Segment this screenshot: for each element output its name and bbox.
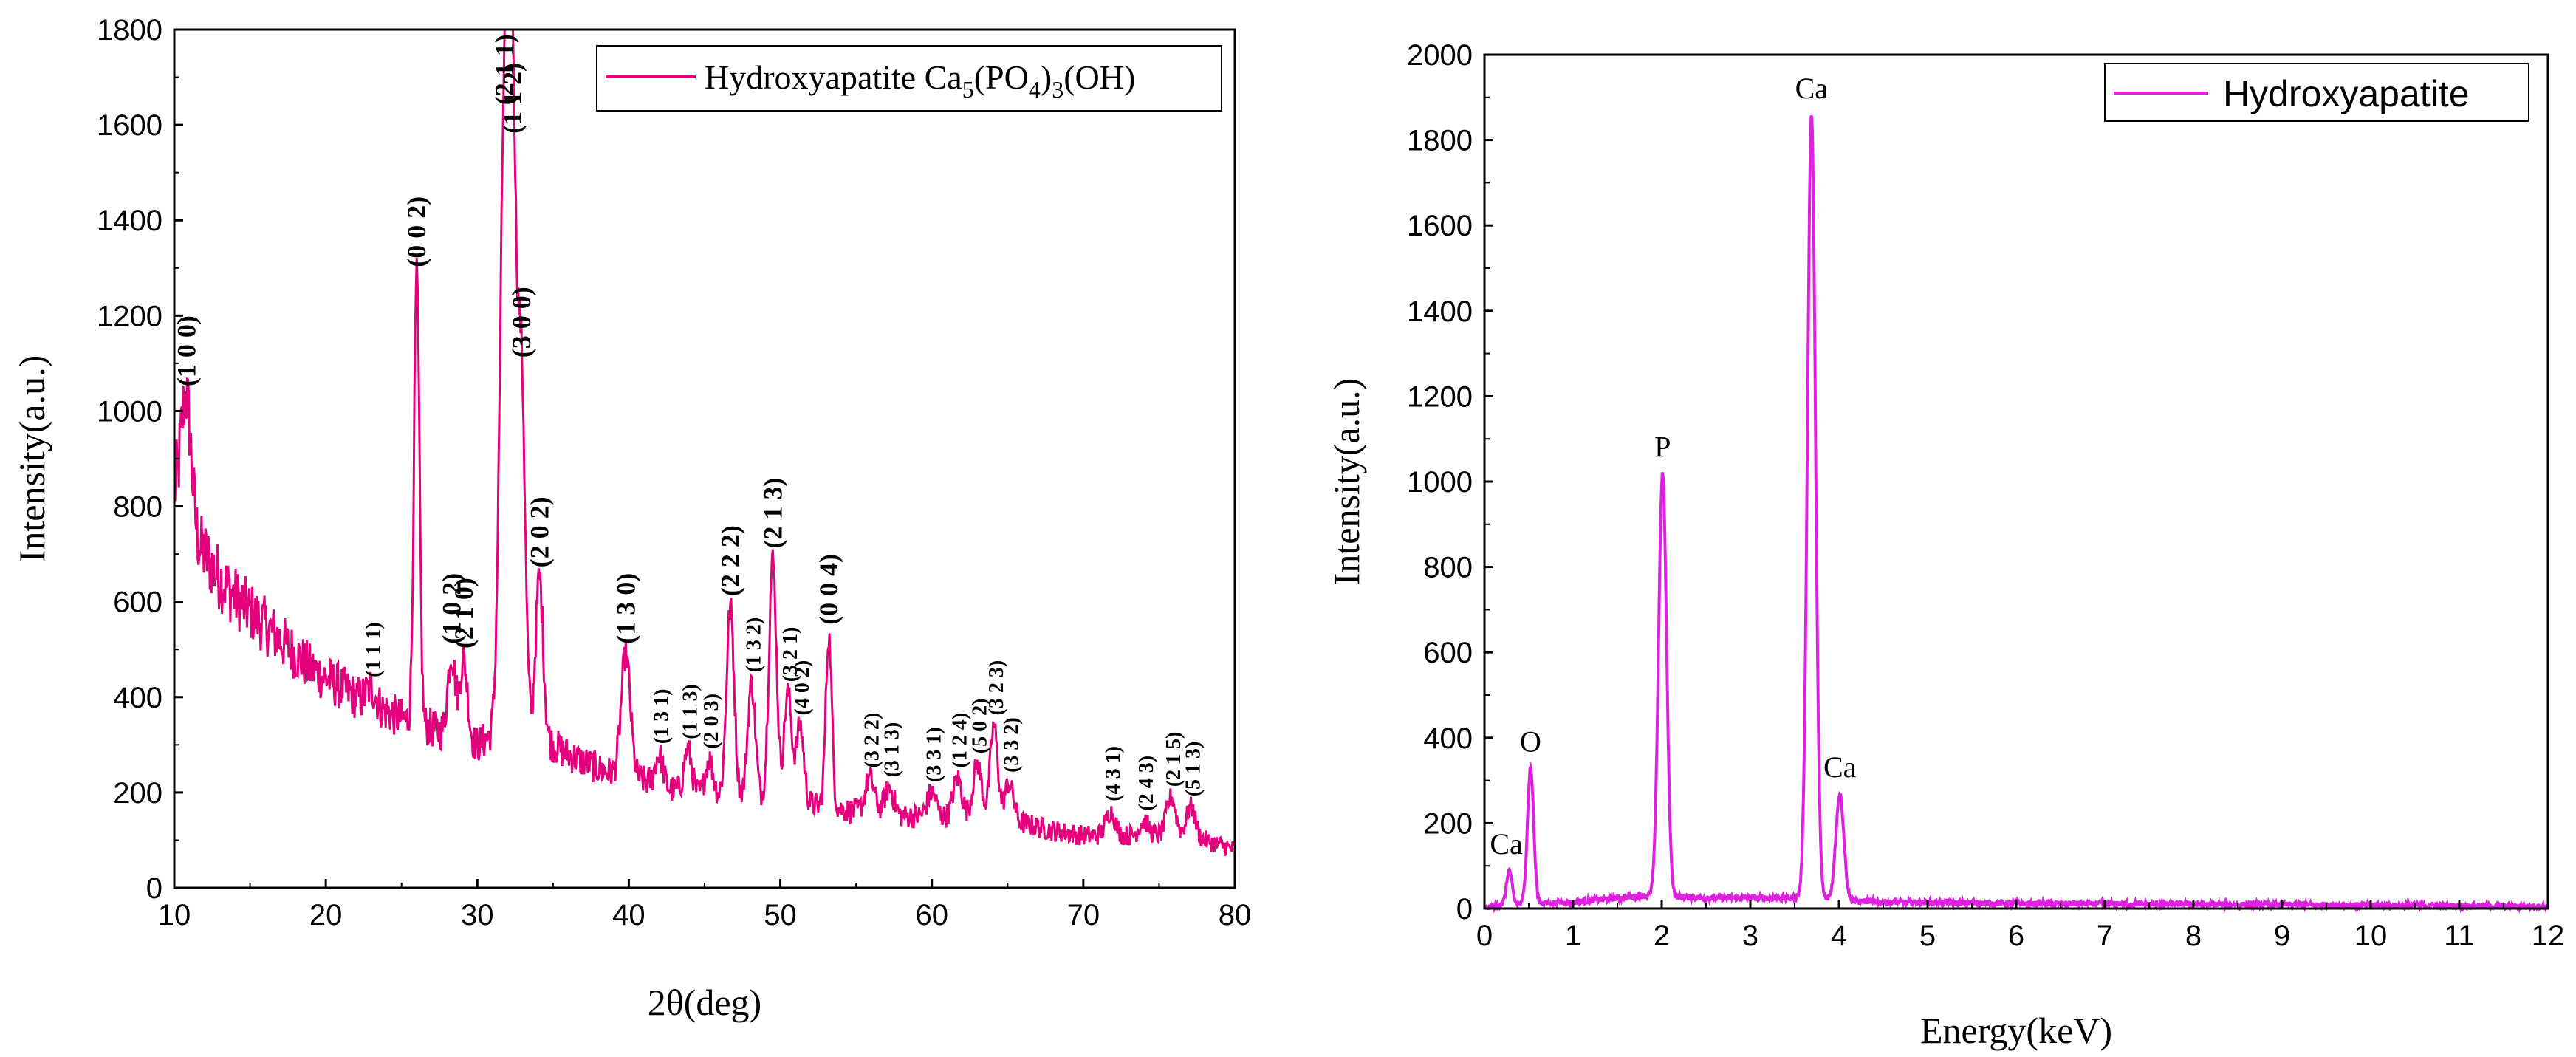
xrd-x-tick-label: 70 xyxy=(1067,899,1100,931)
xrd-peak-label: (1 3 1) xyxy=(651,689,674,745)
eds-x-axis-title: Energy(keV) xyxy=(1920,1010,2112,1051)
eds-y-tick-label: 800 xyxy=(1423,552,1473,584)
xrd-x-tick-label: 40 xyxy=(612,899,645,931)
xrd-legend: Hydroxyapatite Ca5(PO4)3(OH) xyxy=(596,45,1222,112)
xrd-y-tick-label: 800 xyxy=(113,491,162,524)
eds-x-tick-label: 4 xyxy=(1831,920,1847,952)
eds-peak-label: Ca xyxy=(1795,72,1829,105)
xrd-y-tick-label: 400 xyxy=(113,682,162,714)
eds-y-axis-title: Intensity(a.u.) xyxy=(1326,378,1367,585)
xrd-peak-label: (3 1 3) xyxy=(880,722,903,778)
xrd-peak-label: (2 0 3) xyxy=(700,694,723,749)
eds-x-tick-label: 8 xyxy=(2185,920,2202,952)
eds-peak-label: Ca xyxy=(1490,827,1523,861)
xrd-x-tick-label: 60 xyxy=(915,899,948,931)
eds-plot-frame xyxy=(1483,53,2549,910)
xrd-y-tick-label: 600 xyxy=(113,586,162,619)
xrd-chart: 10 20 30 40 50 60 70 80020040060080010001200140… xyxy=(11,14,1251,1023)
xrd-y-tick-label: 0 xyxy=(146,872,162,905)
eds-x-tick-label: 12 xyxy=(2532,920,2565,952)
eds-y-tick-label: 600 xyxy=(1423,637,1473,669)
eds-y-tick-label: 1000 xyxy=(1407,466,1473,499)
eds-peak-label: P xyxy=(1654,430,1671,463)
xrd-plot-frame xyxy=(173,28,1236,889)
eds-x-tick-label: 9 xyxy=(2274,920,2290,952)
xrd-y-tick-label: 200 xyxy=(113,777,162,810)
xrd-peak-label: (3 3 2) xyxy=(1000,717,1023,773)
xrd-legend-label: Hydroxyapatite Ca5(PO4)3(OH) xyxy=(705,58,1135,103)
xrd-peak-label: (2 1 1) xyxy=(490,34,519,105)
eds-series-line xyxy=(1483,114,2549,914)
xrd-peak-label: (1 0 2) xyxy=(436,573,466,644)
xrd-peak-label: (2 4 3) xyxy=(1135,756,1158,811)
eds-x-tick-label: 1 xyxy=(1565,920,1581,952)
xrd-peak-label: (1 1 2) xyxy=(498,63,527,134)
eds-x-tick-label: 6 xyxy=(2008,920,2024,952)
xrd-y-tick-label: 1200 xyxy=(97,300,162,332)
eds-legend: Hydroxyapatite xyxy=(2104,63,2529,122)
eds-y-tick-label: 1800 xyxy=(1407,125,1473,157)
xrd-peak-label: (0 0 2) xyxy=(402,196,431,267)
xrd-peak-label: (1 0 0) xyxy=(171,315,201,386)
eds-y-tick-label: 400 xyxy=(1423,722,1473,755)
xrd-peak-label: (1 1 1) xyxy=(363,622,386,677)
xrd-peak-label: (3 2 1) xyxy=(779,627,802,683)
eds-x-tick-label: 11 xyxy=(2444,920,2475,952)
eds-y-tick-label: 1200 xyxy=(1407,380,1473,413)
xrd-x-tick-label: 20 xyxy=(309,899,343,931)
xrd-peak-label: (2 1 0) xyxy=(449,578,479,649)
xrd-peak-label: (3 2 2) xyxy=(861,713,884,768)
eds-y-tick-label: 0 xyxy=(1456,893,1473,926)
xrd-y-axis-title: Intensity(a.u.) xyxy=(11,355,52,562)
eds-x-tick-label: 3 xyxy=(1742,920,1758,952)
xrd-y-tick-label: 1000 xyxy=(97,395,162,428)
xrd-x-axis-title: 2θ(deg) xyxy=(648,982,761,1023)
xrd-peak-label: (2 1 5) xyxy=(1162,732,1185,787)
xrd-peak-label: (3 0 0) xyxy=(507,287,536,358)
xrd-y-tick-label: 1600 xyxy=(97,109,162,142)
eds-x-tick-label: 7 xyxy=(2097,920,2113,952)
eds-chart: 0 1 2 3 4 5 6 7 8 9 10 11 12020040060080010001200140… xyxy=(1326,39,2564,1051)
eds-peak-label: Ca xyxy=(1823,750,1857,784)
xrd-peak-label: (1 2 4) xyxy=(949,713,972,768)
xrd-peak-label: (4 0 2) xyxy=(791,660,814,716)
xrd-legend-box xyxy=(596,45,1222,112)
eds-x-tick-label: 5 xyxy=(1919,920,1936,952)
xrd-x-tick-label: 50 xyxy=(764,899,797,931)
xrd-peak-label: (2 0 2) xyxy=(524,496,554,567)
xrd-x-tick-label: 10 xyxy=(158,899,191,931)
eds-peak-label: O xyxy=(1520,725,1541,758)
xrd-y-tick-label: 1400 xyxy=(97,205,162,237)
xrd-peak-label: (1 3 2) xyxy=(743,618,766,673)
xrd-x-tick-label: 30 xyxy=(461,899,494,931)
eds-y-tick-label: 1600 xyxy=(1407,210,1473,242)
xrd-peak-label: (2 1 3) xyxy=(758,478,787,549)
eds-y-tick-label: 1400 xyxy=(1407,295,1473,328)
eds-legend-label: Hydroxyapatite xyxy=(2223,73,2470,114)
xrd-peak-label: (5 1 3) xyxy=(1182,742,1205,797)
xrd-peak-label: (1 1 3) xyxy=(679,684,702,739)
xrd-peak-label: (1 3 0) xyxy=(611,573,640,644)
xrd-x-tick-label: 80 xyxy=(1219,899,1252,931)
xrd-y-tick-label: 1800 xyxy=(97,14,162,47)
xrd-peak-label: (4 3 1) xyxy=(1102,746,1125,801)
eds-y-tick-label: 2000 xyxy=(1407,39,1473,72)
xrd-series-line xyxy=(173,28,1236,857)
xrd-peak-label: (0 0 4) xyxy=(814,554,843,625)
xrd-peak-label: (5 0 2) xyxy=(968,699,991,754)
eds-x-tick-label: 0 xyxy=(1476,920,1493,952)
xrd-peak-label: (3 3 1) xyxy=(923,727,946,782)
eds-x-tick-label: 2 xyxy=(1654,920,1670,952)
eds-y-tick-label: 200 xyxy=(1423,807,1473,840)
xrd-peak-label: (3 2 3) xyxy=(985,660,1008,716)
eds-x-tick-label: 10 xyxy=(2354,920,2388,952)
xrd-peak-label: (2 2 2) xyxy=(716,525,745,596)
